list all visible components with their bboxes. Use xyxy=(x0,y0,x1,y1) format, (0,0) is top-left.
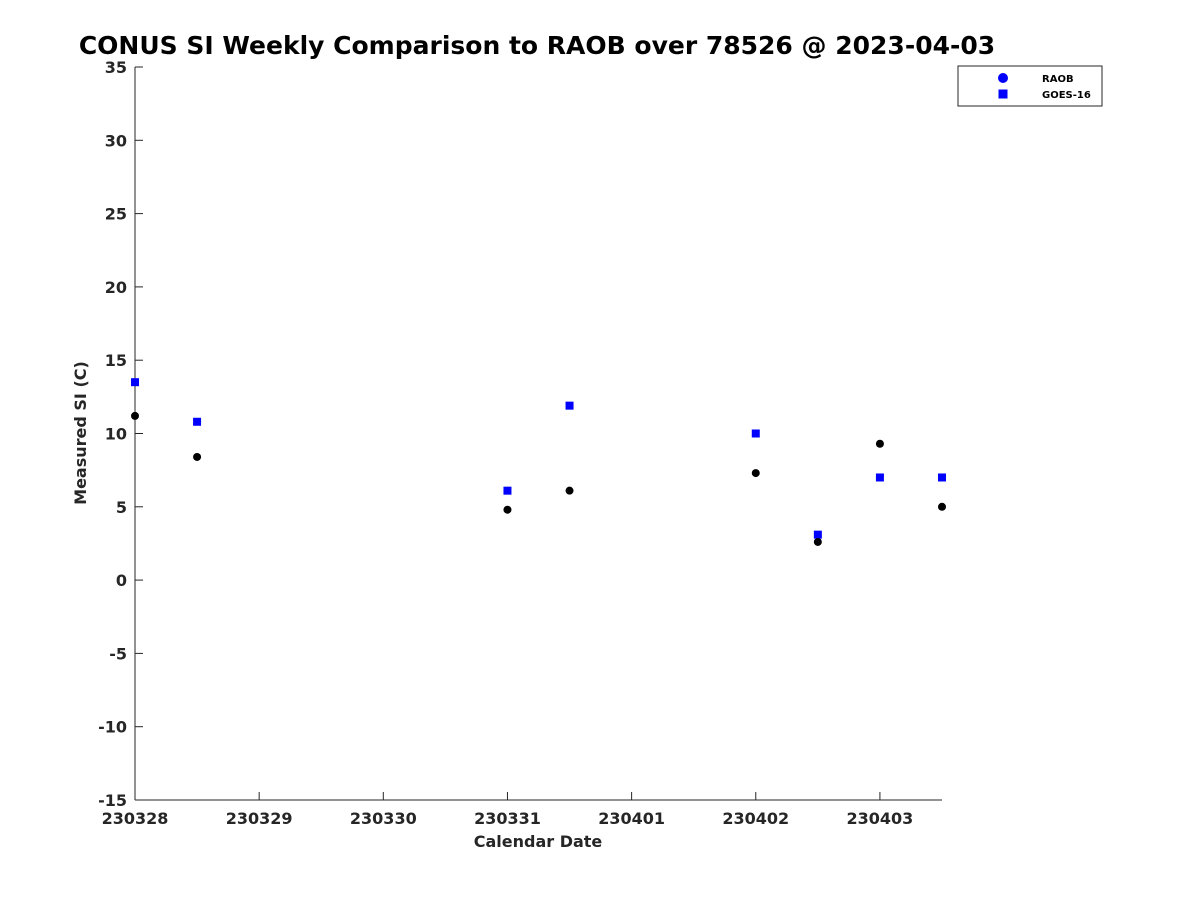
raob-point xyxy=(193,452,202,461)
x-tick-label: 230331 xyxy=(474,809,541,828)
legend: RAOB GOES-16 xyxy=(957,65,1103,107)
goes16-point xyxy=(131,378,139,387)
y-tick-label: 25 xyxy=(105,205,127,224)
x-tick-label: 230329 xyxy=(226,809,293,828)
goes16-point xyxy=(938,473,946,482)
chart-title: CONUS SI Weekly Comparison to RAOB over … xyxy=(79,31,995,60)
raob-point xyxy=(875,439,884,448)
legend-box xyxy=(957,65,1103,107)
raob-point xyxy=(751,469,760,478)
x-tick-label: 230328 xyxy=(102,809,169,828)
y-tick-label: -15 xyxy=(98,791,127,810)
x-axis-label: Calendar Date xyxy=(474,832,603,851)
y-tick-label: 15 xyxy=(105,351,127,370)
y-tick-label: 30 xyxy=(105,131,127,150)
legend-goes-label: GOES-16 xyxy=(1042,90,1091,101)
y-tick-label: 35 xyxy=(105,58,127,77)
goes16-point xyxy=(875,473,884,482)
y-tick-label: 5 xyxy=(116,498,127,517)
y-axis-ticks: 35 30 25 20 15 10 5 0 -5 -10 -15 xyxy=(98,58,143,810)
legend-raob-marker xyxy=(998,73,1008,83)
y-tick-label: -5 xyxy=(109,644,127,663)
plot-area xyxy=(131,378,946,546)
y-tick-label: -10 xyxy=(98,718,127,737)
y-tick-label: 0 xyxy=(116,571,127,590)
x-axis-ticks: 230328 230329 230330 230331 230401 230402 2304… xyxy=(102,792,914,828)
x-tick-label: 230330 xyxy=(350,809,417,828)
y-tick-label: 20 xyxy=(105,278,127,297)
goes16-point xyxy=(813,530,822,539)
raob-point xyxy=(938,502,946,511)
goes16-point xyxy=(193,417,202,426)
legend-raob-label: RAOB xyxy=(1042,74,1074,85)
goes16-point xyxy=(565,401,574,410)
y-axis-label: Measured SI (C) xyxy=(71,361,90,505)
x-tick-label: 230402 xyxy=(722,809,789,828)
raob-point xyxy=(503,505,512,514)
raob-point xyxy=(813,537,822,546)
goes16-point xyxy=(751,429,760,438)
goes16-point xyxy=(503,486,512,495)
legend-goes-marker xyxy=(998,89,1008,99)
raob-point xyxy=(131,411,139,420)
raob-point xyxy=(565,486,574,495)
x-tick-label: 230403 xyxy=(847,809,914,828)
x-tick-label: 230401 xyxy=(598,809,665,828)
y-tick-label: 10 xyxy=(105,425,127,444)
